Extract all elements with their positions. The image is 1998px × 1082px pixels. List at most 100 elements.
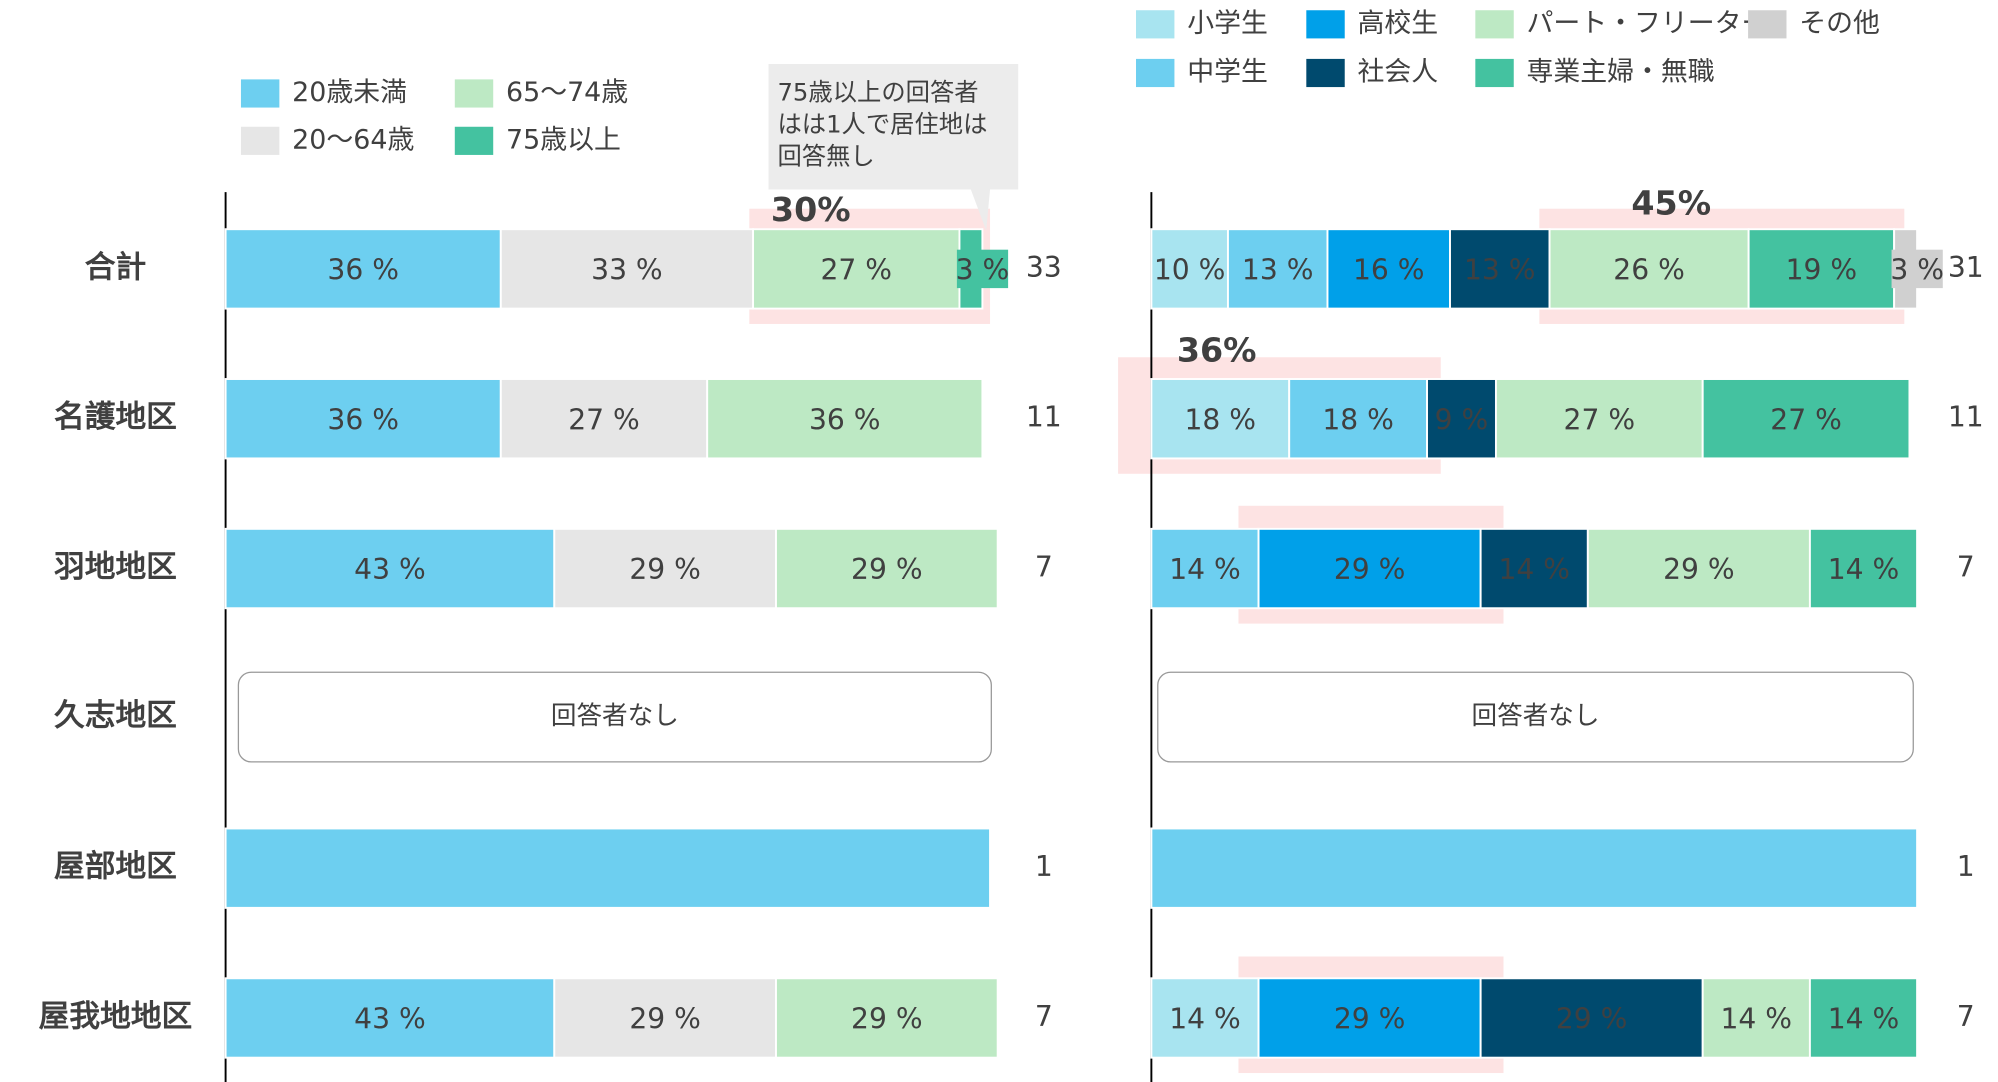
bar-segment [224,527,556,610]
bar-segment [553,527,777,610]
value-label: 29 % [851,1003,923,1036]
category-label: 久志地区 [54,698,177,734]
legend-label: 20～64歳 [292,124,414,155]
value-label: 14 % [1169,1003,1241,1036]
value-label: 29 % [1334,553,1406,586]
bar-segment [1747,228,1896,310]
value-label: 13 % [1464,253,1536,286]
legend-swatch [1306,10,1345,39]
no-response-label: 回答者なし [551,701,679,731]
bar-segment [1479,527,1589,610]
value-label: 43 % [354,553,426,586]
bar-segment [553,977,777,1059]
legend-label: 65～74歳 [506,77,628,108]
count-label: 7 [1035,551,1053,584]
bar-segment [224,827,991,909]
legend-label: 社会人 [1358,56,1439,87]
bar-segment [224,228,502,310]
category-label: 屋我地地区 [39,998,193,1034]
value-label: 18 % [1322,403,1394,436]
count-label: 31 [1948,251,1984,284]
bar-segment [499,378,709,460]
no-response-box [237,671,992,763]
count-label: 7 [1035,1000,1053,1033]
value-label: 26 % [1613,253,1685,286]
bar-segment [775,527,999,610]
bar-segment [1449,228,1551,310]
legend-label: 中学生 [1187,56,1268,87]
bar-segment [1808,977,1919,1059]
legend-label: 20歳未満 [292,77,407,108]
bar-segment [224,378,502,460]
category-label: 合計 [85,249,146,285]
legend-swatch [1475,58,1514,88]
callout-text: 75歳以上の回答者 [777,77,978,106]
value-label: 13 % [1242,253,1314,286]
value-label: 18 % [1185,403,1257,436]
value-label: 16 % [1353,253,1425,286]
value-label: 36 % [327,403,399,436]
count-label: 7 [1957,551,1975,584]
legend-swatch [1306,58,1345,88]
bar-segment [1808,527,1919,610]
highlight-label: 36% [1177,331,1257,370]
legend-swatch [1136,10,1175,39]
value-label: 29 % [1334,1003,1406,1036]
legend-swatch [454,79,494,108]
value-label: 14 % [1169,553,1241,586]
value-label: 14 % [1498,553,1570,586]
value-label: 3 % [1890,253,1944,286]
value-label: 33 % [591,253,663,286]
category-label: 羽地地区 [54,549,177,585]
bar-segment [1479,977,1704,1059]
legend-swatch [454,126,494,155]
value-label: 3 % [956,253,1010,286]
legend-swatch [240,126,280,155]
value-label: 14 % [1828,1003,1900,1036]
legend-swatch [240,79,280,108]
value-label: 29 % [1556,1003,1628,1036]
callout-text: 回答無し [777,141,874,170]
category-label: 屋部地区 [54,849,177,885]
value-label: 27 % [1564,403,1636,436]
bar-segment [1257,977,1482,1059]
legend-label: 専業主婦・無職 [1527,56,1715,87]
bar-segment [224,977,556,1059]
value-label: 29 % [851,553,923,586]
bar-segment [1426,378,1497,460]
bar-segment [1150,378,1291,460]
count-label: 7 [1957,1000,1975,1033]
no-response-label: 回答者なし [1472,701,1600,731]
bar-segment [775,977,999,1059]
bar-segment [1701,378,1911,460]
bar-segment [1150,527,1260,610]
callout-text: はは1人で居住地は [777,109,987,138]
value-label: 14 % [1721,1003,1793,1036]
value-label: 29 % [629,1003,701,1036]
bar-segment [752,228,961,310]
value-label: 9 % [1435,403,1489,436]
legend-swatch [1136,58,1175,88]
legend-label: 75歳以上 [506,124,621,155]
count-label: 11 [1026,401,1062,434]
category-label: 名護地区 [54,399,177,435]
value-label: 27 % [568,403,640,436]
value-label: 27 % [1770,403,1842,436]
bar-segment [1257,527,1482,610]
value-label: 29 % [629,553,701,586]
value-label: 29 % [1663,553,1735,586]
legend-swatch [1475,10,1514,39]
label-bg [1891,249,1943,289]
bar-segment [1150,228,1229,310]
count-label: 33 [1026,251,1062,284]
legend-swatch [1748,10,1787,39]
bar-segment [1494,378,1704,460]
bar-segment [1701,977,1811,1059]
legend-label: 小学生 [1187,8,1268,39]
bar-segment [1586,527,1811,610]
legend-label: 高校生 [1358,8,1439,39]
legend-label: その他 [1799,8,1880,39]
value-label: 19 % [1786,253,1858,286]
count-label: 11 [1948,401,1984,434]
callout-box [768,64,1019,231]
